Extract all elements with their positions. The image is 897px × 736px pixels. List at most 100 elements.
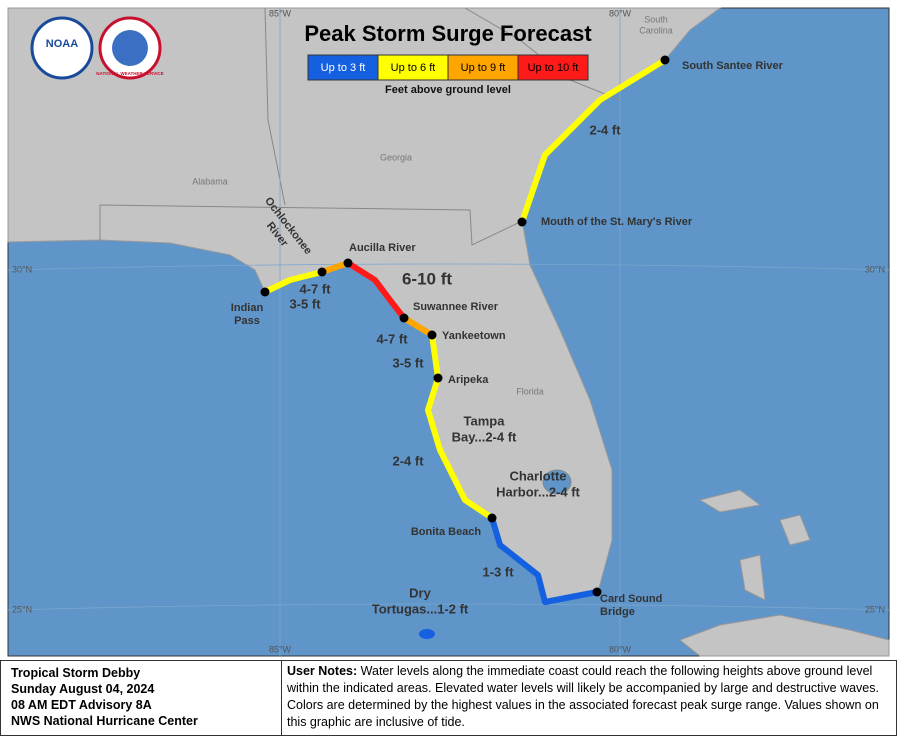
graticule — [7, 8, 890, 656]
surge-label: 6-10 ft — [402, 269, 452, 288]
states-label: Georgia — [380, 152, 412, 162]
surge-line: 1-3 ft — [482, 564, 514, 579]
locations-line: Card Sound — [600, 593, 662, 605]
states-label: Florida — [516, 386, 544, 396]
surge-line: Dry — [409, 585, 431, 600]
nws-logo-inner — [112, 30, 148, 66]
states-line: Alabama — [192, 176, 228, 186]
storm-info: Tropical Storm Debby Sunday August 04, 20… — [1, 661, 282, 735]
map: NOAA NATIONAL WEATHER SERVICE Peak Storm… — [7, 7, 890, 657]
graticule-line: 25°N — [865, 604, 885, 614]
notes-text: Water levels along the immediate coast c… — [287, 664, 879, 729]
surge-segment — [425, 332, 495, 521]
locations-label: Aripeka — [448, 374, 489, 386]
locations-line: Bonita Beach — [411, 526, 482, 538]
states-line: Florida — [516, 386, 544, 396]
point — [399, 313, 409, 323]
graticule-line: 85°W — [269, 644, 292, 654]
info-line: Sunday August 04, 2024 — [11, 682, 155, 696]
surge-label: 2-4 ft — [589, 122, 621, 137]
surge-line: 3-5 ft — [392, 355, 424, 370]
point — [260, 287, 270, 297]
bahamas — [698, 489, 811, 601]
surge-line: Bay...2-4 ft — [452, 429, 517, 444]
graticule-line: 80°W — [609, 8, 632, 18]
point — [427, 330, 437, 340]
surge-line: Harbor...2-4 ft — [496, 484, 580, 499]
graticule-label: 80°W — [609, 644, 632, 654]
states-label: Alabama — [192, 176, 228, 186]
locations-line: Yankeetown — [442, 330, 506, 342]
locations-line: Aripeka — [448, 374, 489, 386]
locations-line: Bridge — [600, 606, 635, 618]
legend-label: Up to 6 ft — [391, 62, 436, 74]
locations-label: Mouth of the St. Mary's River — [541, 216, 693, 228]
surge-line: 6-10 ft — [402, 269, 452, 288]
surge-segment — [262, 269, 325, 295]
notes-label: User Notes: — [287, 664, 358, 678]
surge-segment — [401, 315, 435, 338]
graticule-line: 25°N — [12, 604, 32, 614]
legend-swatch — [517, 54, 589, 81]
graticule-line: 30°N — [12, 264, 32, 274]
cuba — [679, 614, 890, 657]
points — [260, 55, 670, 597]
surge-line: Tortugas...1-2 ft — [372, 601, 469, 616]
legend: Up to 3 ft Up to 6 ft Up to 9 ft Up to 10 f… — [307, 54, 589, 81]
legend-swatch — [307, 54, 379, 81]
surge-label: 3-5 ft — [289, 296, 321, 311]
info-line: 08 AM EDT Advisory 8A — [11, 698, 152, 712]
surge-segment — [489, 515, 600, 605]
graticule-label: 85°W — [269, 8, 292, 18]
graticule-line: 85°W — [269, 8, 292, 18]
locations-line: South Santee River — [682, 60, 784, 72]
graticule-label: 85°W — [269, 644, 292, 654]
graticule-label: 25°N — [865, 604, 885, 614]
locations-line: Indian — [231, 302, 264, 314]
noaa-text: NOAA — [46, 38, 78, 50]
surge-segment — [519, 57, 668, 225]
surge-line: Charlotte — [509, 468, 566, 483]
info-line: NWS National Hurricane Center — [11, 714, 198, 728]
locations-label: Yankeetown — [442, 330, 506, 342]
graticule-line: 80°W — [609, 644, 632, 654]
point — [660, 55, 670, 65]
surge-line: 3-5 ft — [289, 296, 321, 311]
graticule-label: 25°N — [12, 604, 32, 614]
surge-line: 4-7 ft — [299, 281, 331, 296]
footer: Tropical Storm Debby Sunday August 04, 20… — [0, 660, 897, 736]
states-line: South — [644, 14, 668, 24]
point — [592, 587, 602, 597]
graticule-label: 30°N — [12, 264, 32, 274]
surge-label: 3-5 ft — [392, 355, 424, 370]
surge-line: 2-4 ft — [589, 122, 621, 137]
legend-label: Up to 10 ft — [528, 62, 579, 74]
graticule-label: 30°N — [865, 264, 885, 274]
surge-label: 1-3 ft — [482, 564, 514, 579]
surge-label: 2-4 ft — [392, 453, 424, 468]
locations-label: Bonita Beach — [411, 526, 482, 538]
point — [343, 258, 353, 268]
states-line: Georgia — [380, 152, 412, 162]
locations-line: Aucilla River — [349, 242, 416, 254]
title: Peak Storm Surge Forecast — [304, 21, 592, 46]
nws-text: NATIONAL WEATHER SERVICE — [96, 71, 163, 76]
lake-okeechobee — [542, 469, 572, 495]
locations-label: South Santee River — [682, 60, 784, 72]
user-notes: User Notes: Water levels along the immed… — [282, 661, 896, 735]
surge-segment — [319, 260, 351, 275]
legend-subtitle: Feet above ground level — [385, 84, 511, 96]
labels: 85°W 80°W30°N 30°N25°N 25°N85°W 80°WSouthCar… — [12, 8, 885, 654]
locations-line: Mouth of the St. Mary's River — [541, 216, 693, 228]
surge-line: Tampa — [464, 413, 506, 428]
surge-label: 4-7 ft — [376, 331, 408, 346]
dry-tortugas — [419, 629, 435, 639]
states-line: Carolina — [639, 25, 673, 35]
legend-swatch — [447, 54, 519, 81]
